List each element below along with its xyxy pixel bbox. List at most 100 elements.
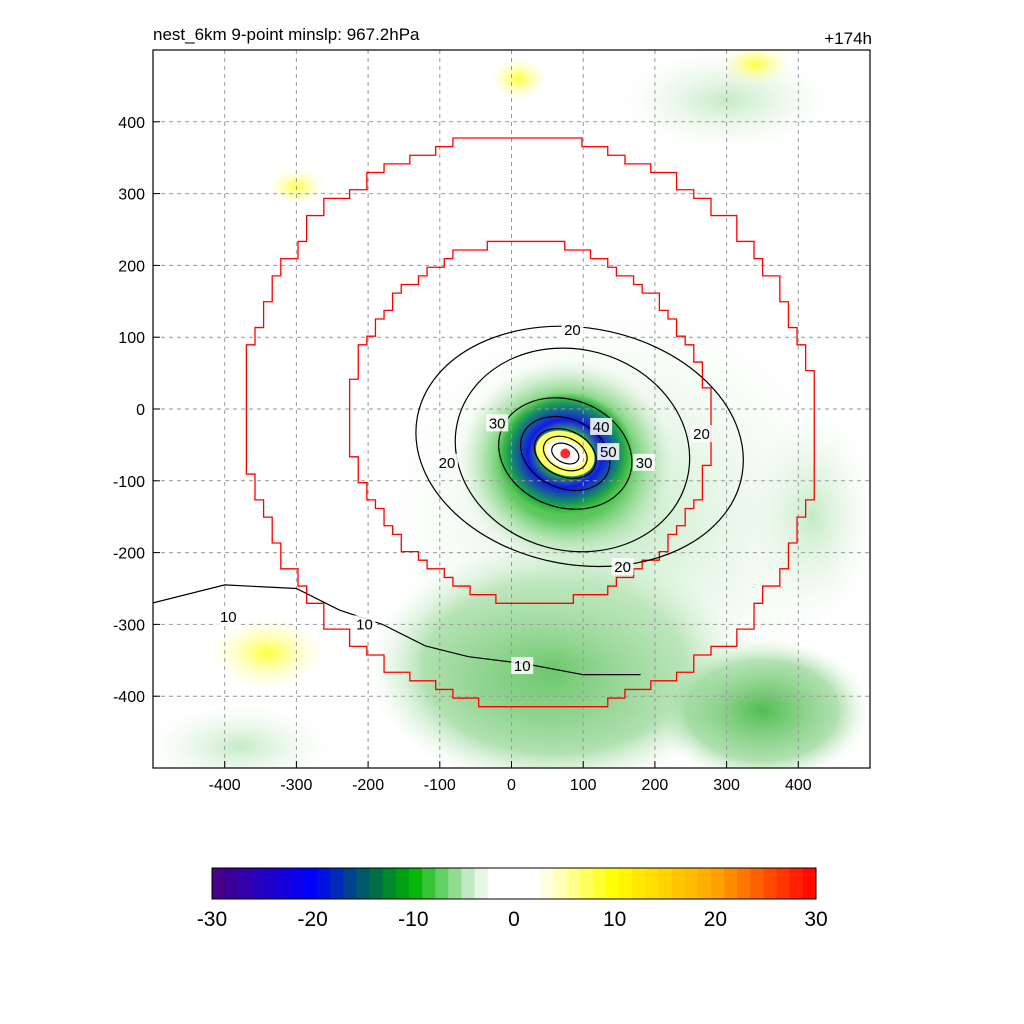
colorbar-tick-label: -10 — [398, 908, 428, 931]
contour-label-bg — [597, 443, 620, 461]
colorbar-cell — [212, 868, 226, 899]
x-tick-label: 200 — [642, 777, 669, 794]
x-tick-label: -300 — [280, 777, 312, 794]
contour-label-bg — [690, 425, 713, 443]
colorbar-cell — [330, 868, 344, 899]
colorbar-cell — [763, 868, 778, 899]
contour-label-bg — [217, 608, 240, 626]
colorbar-tick-label: 30 — [804, 908, 827, 931]
shade-region — [153, 703, 333, 768]
colorbar-tick-label: 20 — [704, 908, 727, 931]
colorbar-cell — [369, 868, 384, 899]
contour-label-bg — [486, 414, 509, 432]
contour-lines — [153, 325, 744, 676]
colorbar-cell — [408, 868, 423, 899]
y-tick-label: -400 — [113, 689, 145, 706]
contour-label: 40 — [593, 419, 610, 436]
colorbar-frame — [211, 867, 817, 900]
colorbar-cell — [750, 868, 764, 899]
x-tick-label: 400 — [785, 777, 812, 794]
radius-rings — [245, 137, 815, 708]
contour-label: 50 — [600, 444, 617, 461]
colorbar-cell — [671, 868, 686, 899]
contour-line — [542, 435, 588, 472]
colorbar-cell — [264, 868, 279, 899]
y-tick-label: 400 — [118, 115, 145, 132]
colorbar-cell — [776, 868, 791, 899]
colorbar-cell — [277, 868, 292, 899]
x-axis: -400 -300 -200 -100 0 100 200 300 400 — [209, 761, 812, 794]
colorbar-cell — [658, 868, 673, 899]
colorbar-cell — [435, 868, 449, 899]
radius-ring — [348, 240, 712, 604]
y-tick-label: -100 — [113, 474, 145, 491]
colorbar-cell — [645, 868, 659, 899]
colorbar-cell — [592, 868, 607, 899]
colorbar-tick-label: 10 — [603, 908, 626, 931]
contour-label: 30 — [636, 455, 653, 472]
colorbar-cell — [553, 868, 568, 899]
contour-label-bg — [611, 557, 634, 575]
radius-ring — [245, 137, 815, 708]
x-tick-label: 100 — [570, 777, 597, 794]
colorbar-cell — [382, 868, 397, 899]
shade-region — [748, 409, 870, 625]
colorbar-tick-label: -30 — [197, 908, 227, 931]
contour-label-bg — [511, 657, 534, 675]
colorbar-tick-label: -20 — [297, 908, 327, 931]
colorbar-cell — [724, 868, 738, 899]
x-tick-label: 0 — [507, 777, 516, 794]
colorbar-cell — [500, 868, 515, 899]
contour-label-bg — [561, 321, 584, 339]
colorbar-cell — [395, 868, 410, 899]
colorbar-cell — [684, 868, 699, 899]
contour-line — [415, 325, 744, 568]
contour-label-bg — [353, 615, 376, 633]
colorbar-cell — [251, 868, 266, 899]
y-axis: -400 -300 -200 -100 0 100 200 300 400 — [113, 115, 160, 706]
contour-line — [519, 415, 611, 492]
colorbar-cell — [527, 868, 541, 899]
contour-label: 10 — [514, 658, 531, 675]
colorbar-cell — [317, 868, 331, 899]
contour-label: 20 — [693, 426, 710, 443]
contour-label-bg — [435, 453, 458, 471]
colorbar-cell — [710, 868, 725, 899]
colorbar-cell — [474, 868, 489, 899]
colorbar-cell — [619, 868, 633, 899]
colorbar-cell — [789, 868, 804, 899]
colorbar-cell — [461, 868, 476, 899]
colorbar-cell — [579, 868, 594, 899]
contour-label-bg — [590, 417, 613, 435]
x-tick-label: 300 — [713, 777, 740, 794]
colorbar: -30 -20 -10 0 10 20 30 — [197, 867, 828, 931]
x-tick-label: -200 — [352, 777, 384, 794]
contour-label: 20 — [439, 455, 456, 472]
colorbar-cell — [632, 868, 646, 899]
contour-label: 10 — [220, 609, 237, 626]
contour-label: 20 — [564, 322, 581, 339]
colorbar-cell — [303, 868, 318, 899]
shade-region — [719, 50, 792, 86]
contour-line — [533, 428, 597, 480]
contour-label: 20 — [614, 559, 631, 576]
contour-labels: 20 20 20 20 30 30 40 50 10 10 10 — [217, 321, 713, 675]
forecast-time-label: +174h — [824, 29, 872, 48]
colorbar-cell — [737, 868, 751, 899]
colorbar-cell — [422, 868, 436, 899]
shade-region — [210, 617, 326, 690]
contour-line — [551, 442, 580, 465]
storm-center-marker — [560, 448, 571, 459]
y-tick-label: 300 — [118, 187, 145, 204]
colorbar-cell — [448, 868, 462, 899]
colorbar-cell — [356, 868, 371, 899]
colorbar-cell — [225, 868, 239, 899]
contour-label: 30 — [489, 415, 506, 432]
y-tick-label: -300 — [113, 617, 145, 634]
colorbar-cell — [802, 868, 817, 899]
colorbar-cell — [605, 868, 620, 899]
y-tick-label: 100 — [118, 330, 145, 347]
colorbar-cell — [343, 868, 357, 899]
y-tick-label: 200 — [118, 258, 145, 275]
contour-line — [454, 347, 691, 553]
